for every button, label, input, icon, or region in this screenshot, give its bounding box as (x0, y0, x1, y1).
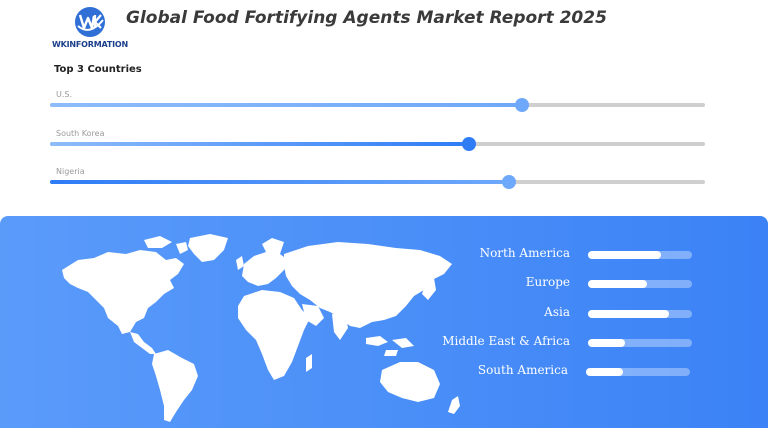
country-row-south-korea: South Korea (50, 129, 706, 159)
region-label: South America (477, 363, 568, 377)
country-slider-track (50, 175, 705, 189)
country-row-us: U.S. (50, 90, 706, 120)
region-row-north-america: North America (374, 246, 694, 262)
region-label: North America (479, 246, 570, 260)
country-slider-knob[interactable] (462, 137, 477, 151)
regional-panel: North America Europe Asia Middle East & … (0, 216, 768, 428)
country-label: U.S. (56, 90, 73, 99)
region-row-south-america: South America (372, 363, 692, 379)
region-bar-fill (588, 280, 648, 288)
country-slider-fill (50, 103, 522, 107)
world-map-icon (62, 234, 460, 422)
region-bar-fill (588, 339, 626, 347)
region-bar-track (588, 310, 692, 318)
country-row-nigeria: Nigeria (50, 167, 706, 197)
region-label: Asia (544, 305, 570, 319)
wk-globe-logo-icon (75, 7, 105, 37)
region-bar-track (588, 280, 692, 288)
region-row-asia: Asia (374, 305, 694, 321)
region-bar-track (586, 368, 690, 376)
top-countries-title: Top 3 Countries (54, 64, 142, 75)
region-bar-fill (588, 310, 670, 318)
region-bar-track (588, 251, 692, 259)
country-slider-fill (50, 180, 509, 184)
country-label: Nigeria (56, 167, 85, 176)
region-bar-fill (588, 251, 661, 259)
country-slider-track (50, 137, 705, 151)
region-row-middle-east-africa: Middle East & Africa (374, 334, 694, 350)
brand-logo: WKINFORMATION (52, 6, 128, 52)
country-slider-track (50, 98, 705, 112)
region-bar-track (588, 339, 692, 347)
logo-text: WKINFORMATION (52, 40, 128, 49)
region-row-europe: Europe (374, 275, 694, 291)
country-slider-knob[interactable] (501, 175, 516, 189)
region-label: Middle East & Africa (442, 334, 570, 348)
country-slider-fill (50, 142, 470, 146)
country-label: South Korea (56, 129, 105, 138)
country-slider-knob[interactable] (514, 98, 529, 112)
region-label: Europe (525, 275, 570, 289)
page-title: Global Food Fortifying Agents Market Rep… (126, 8, 607, 28)
region-bar-fill (586, 368, 624, 376)
